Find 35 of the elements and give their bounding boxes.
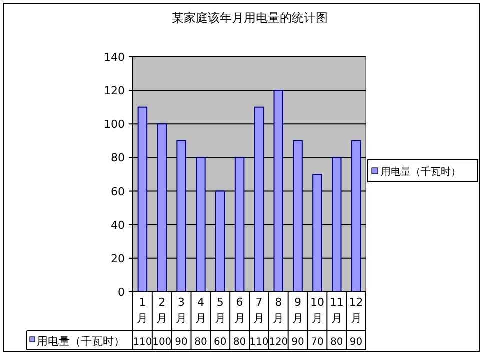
data-label: 80	[233, 337, 246, 348]
y-tick-label: 100	[104, 118, 125, 132]
y-tick-label: 140	[104, 51, 125, 64]
data-label: 60	[214, 337, 227, 348]
x-tick-label: 9月	[292, 296, 304, 325]
y-tick-label: 0	[118, 286, 125, 299]
x-tick-label: 11月	[330, 296, 344, 325]
data-label: 110	[133, 337, 152, 348]
data-label: 120	[269, 337, 288, 348]
x-tick-label: 5月	[214, 296, 226, 325]
y-tick-label: 20	[111, 252, 125, 266]
data-label: 90	[292, 337, 304, 348]
y-tick-label: 120	[104, 84, 125, 98]
x-tick-label: 10月	[310, 296, 324, 325]
legend-label: 用电量（千瓦时）	[381, 166, 461, 178]
x-tick-label: 7月	[254, 296, 265, 325]
x-tick-label: 12月	[349, 296, 364, 325]
x-tick-label: 3月	[176, 296, 188, 325]
chart-title: 某家庭该年月用电量的统计图	[172, 11, 328, 25]
y-tick-label: 60	[111, 185, 125, 198]
y-tick-label: 80	[111, 152, 125, 165]
data-label: 80	[330, 337, 344, 348]
x-tick-label: 8月	[273, 296, 284, 325]
x-tick-label: 2月	[156, 296, 168, 325]
text: 用电量（千瓦时）	[37, 335, 125, 348]
data-label: 110	[250, 337, 269, 348]
data-label: 100	[152, 337, 172, 348]
data-label: 90	[175, 337, 188, 348]
x-tick-label: 1月	[137, 296, 148, 325]
y-tick-label: 40	[111, 218, 125, 232]
x-tick-label: 4月	[195, 296, 206, 325]
data-label: 70	[311, 337, 324, 348]
data-label: 90	[350, 337, 363, 348]
data-label: 80	[194, 337, 208, 348]
x-tick-label: 6月	[234, 296, 246, 325]
